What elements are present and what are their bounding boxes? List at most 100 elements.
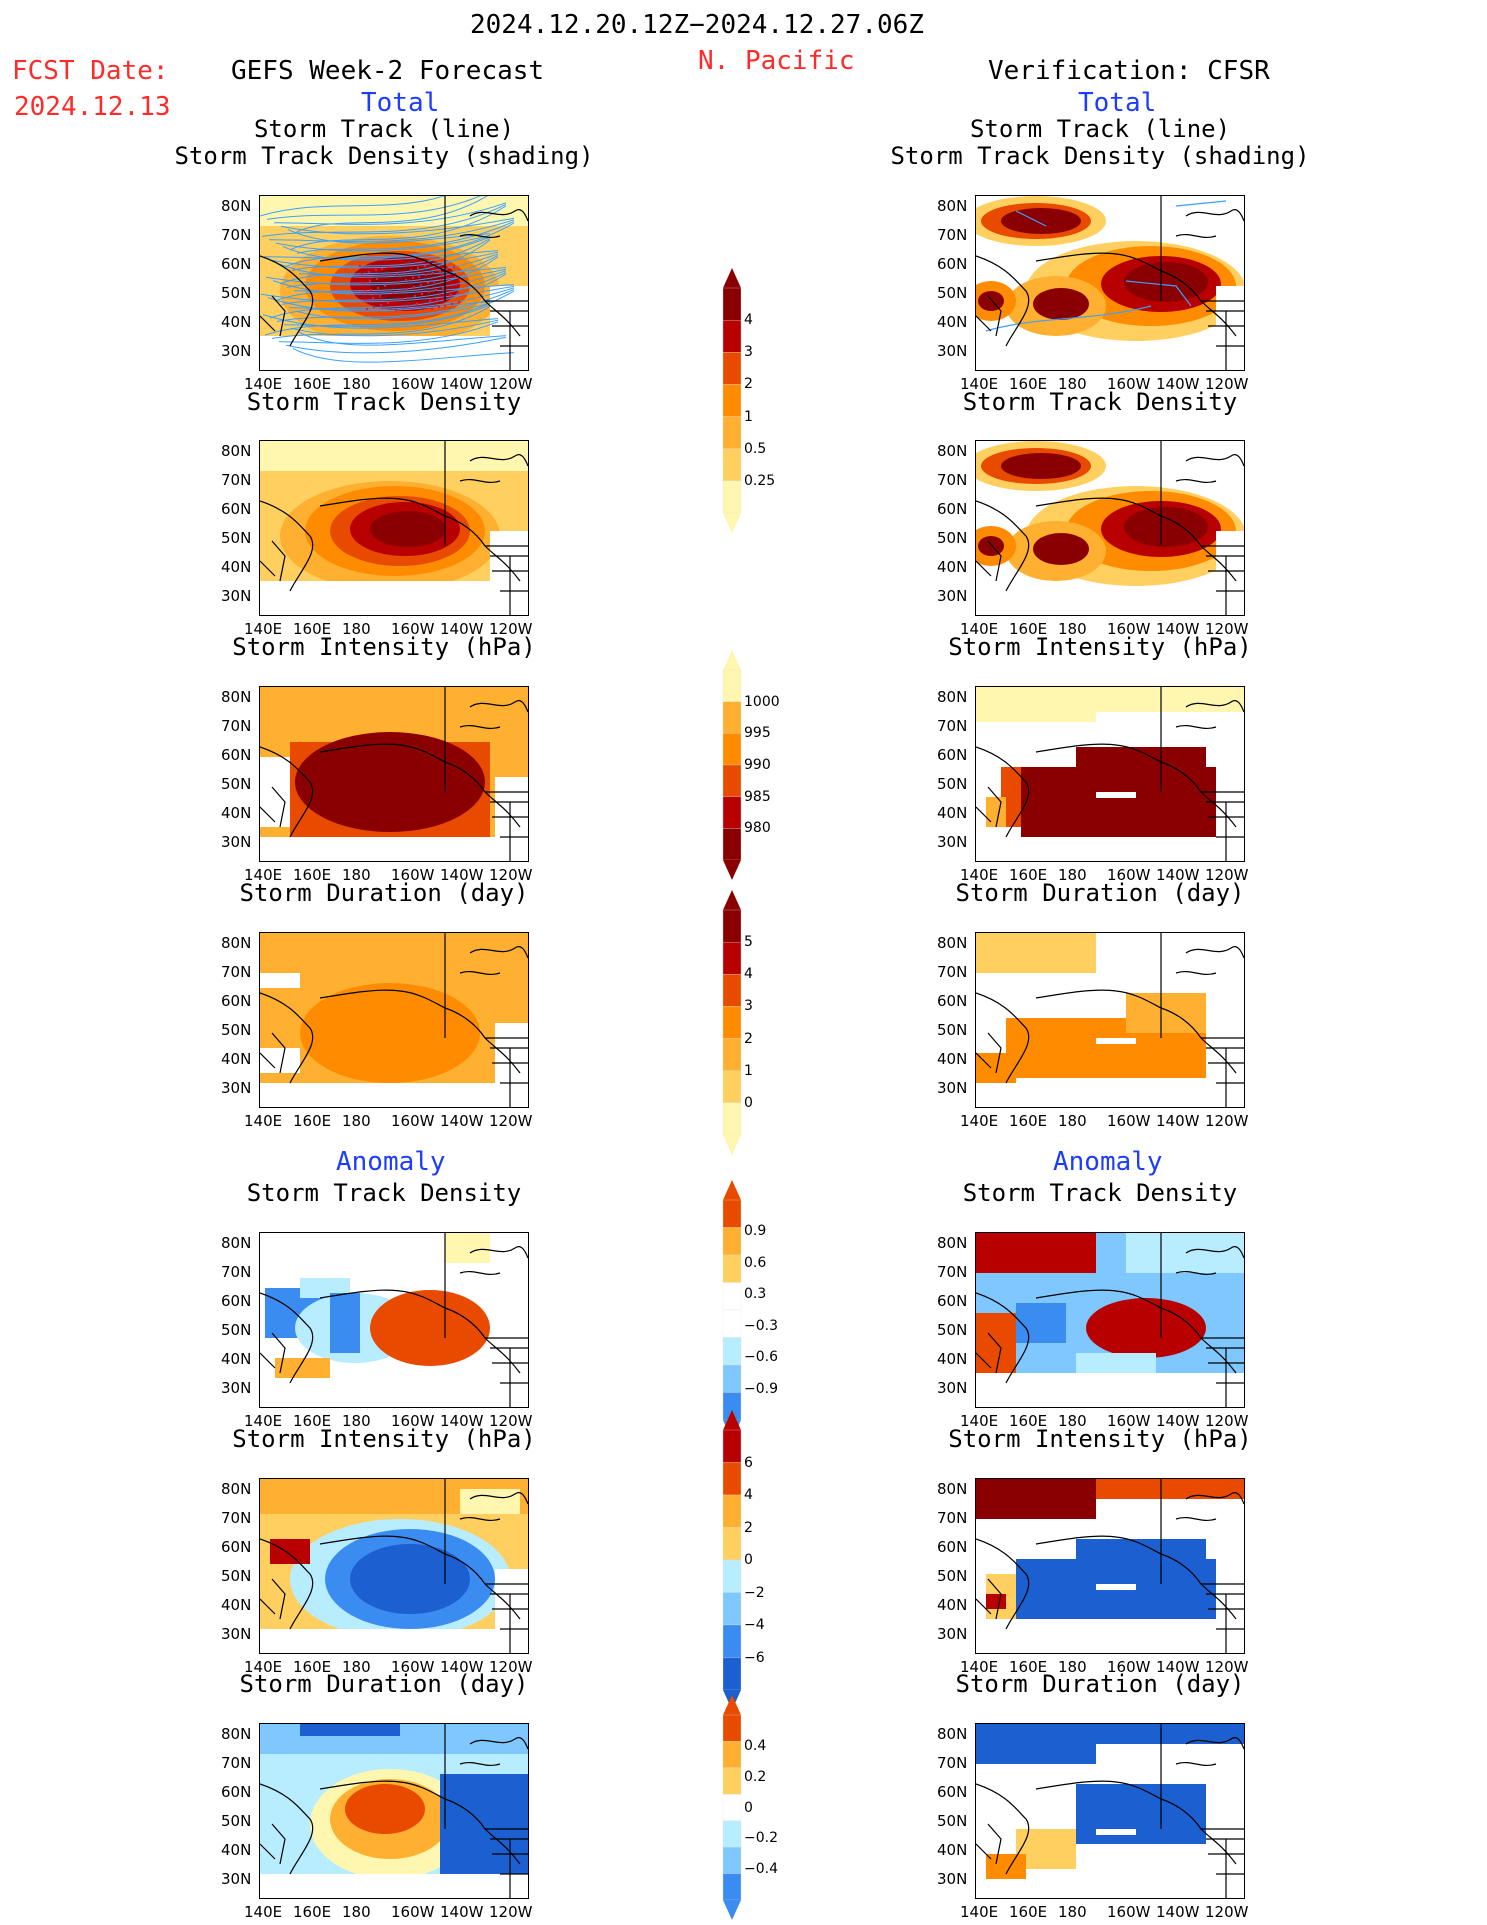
lon-tick-label: 120W (1205, 1112, 1249, 1130)
lon-tick-label: 140W (440, 1658, 484, 1676)
right-anomaly-label: Anomaly (1053, 1147, 1163, 1177)
verification-adens-map (975, 1232, 1245, 1408)
colorbar-label: 3 (744, 998, 753, 1015)
colorbar-label: 4 (744, 966, 753, 983)
lon-tick-label: 160W (391, 1112, 435, 1130)
lat-tick-label: 40N (937, 313, 968, 331)
lat-tick-label: 60N (221, 746, 252, 764)
lon-tick-label: 180 (342, 620, 371, 638)
lon-tick-label: 180 (1058, 1112, 1087, 1130)
map-graphic (976, 933, 1244, 1107)
panel-title: Storm Track (line) (969, 115, 1231, 143)
lat-tick-label: 40N (937, 1350, 968, 1368)
lon-tick-label: 160W (391, 866, 435, 884)
lon-tick-label: 160E (293, 1412, 332, 1430)
lon-tick-label: 140W (440, 1903, 484, 1921)
colorbar-label: 980 (744, 820, 771, 837)
lon-tick-label: 180 (342, 1412, 371, 1430)
lat-tick-label: 50N (221, 1812, 252, 1830)
lon-tick-label: 160W (1107, 375, 1151, 393)
lat-tick-label: 40N (221, 804, 252, 822)
forecast-aint-map (259, 1478, 529, 1654)
map-graphic (260, 1724, 528, 1898)
lon-tick-label: 160W (1107, 1903, 1151, 1921)
lon-tick-label: 160W (1107, 1658, 1151, 1676)
lat-tick-label: 40N (221, 313, 252, 331)
lon-tick-label: 160E (293, 1903, 332, 1921)
lat-tick-label: 60N (221, 1292, 252, 1310)
lat-tick-label: 30N (221, 1625, 252, 1643)
lat-tick-label: 60N (221, 992, 252, 1010)
lat-tick-label: 70N (937, 226, 968, 244)
lat-tick-label: 40N (221, 1050, 252, 1068)
lon-tick-label: 160E (1009, 866, 1048, 884)
forecast-duration-map (259, 932, 529, 1108)
panel-title: Storm Intensity (hPa) (948, 633, 1252, 661)
lat-tick-label: 60N (937, 992, 968, 1010)
lat-tick-label: 30N (937, 342, 968, 360)
map-graphic (260, 1479, 528, 1653)
lat-tick-label: 50N (937, 284, 968, 302)
colorbar-label: −2 (744, 1584, 765, 1601)
colorbar-label: −6 (744, 1649, 765, 1666)
lat-tick-label: 50N (937, 1812, 968, 1830)
colorbar-label: 5 (744, 934, 753, 951)
lat-tick-label: 30N (221, 1379, 252, 1397)
lat-tick-label: 80N (221, 934, 252, 952)
lat-tick-label: 80N (937, 197, 968, 215)
lat-tick-label: 80N (937, 934, 968, 952)
right-column-title: Verification: CFSR (988, 56, 1270, 86)
colorbar-label: 4 (744, 312, 753, 329)
lat-tick-label: 50N (221, 529, 252, 547)
map-graphic (260, 1233, 528, 1407)
lat-tick-label: 30N (221, 587, 252, 605)
colorbar-anom_intensity (722, 1410, 742, 1710)
panel-title: Storm Track Density (246, 1179, 522, 1207)
lat-tick-label: 30N (937, 1079, 968, 1097)
lat-tick-label: 70N (221, 1263, 252, 1281)
colorbar-label: 1 (744, 408, 753, 425)
forecast-density-map (259, 440, 529, 616)
lat-tick-label: 30N (937, 1870, 968, 1888)
colorbar-label: 990 (744, 757, 771, 773)
lon-tick-label: 140W (1156, 620, 1200, 638)
fcst-date-value: 2024.12.13 (14, 92, 171, 122)
lat-tick-label: 70N (937, 1263, 968, 1281)
lon-tick-label: 140E (244, 866, 283, 884)
lat-tick-label: 80N (937, 442, 968, 460)
lon-tick-label: 180 (1058, 1903, 1087, 1921)
lon-tick-label: 140W (1156, 866, 1200, 884)
lat-tick-label: 60N (937, 255, 968, 273)
lon-tick-label: 140E (244, 1112, 283, 1130)
lon-tick-label: 160E (1009, 620, 1048, 638)
lat-tick-label: 60N (937, 500, 968, 518)
left-anomaly-label: Anomaly (336, 1147, 446, 1177)
lat-tick-label: 40N (221, 558, 252, 576)
lat-tick-label: 40N (937, 804, 968, 822)
lon-tick-label: 120W (1205, 1412, 1249, 1430)
colorbar-label: −0.2 (744, 1830, 778, 1847)
forecast-line-map (259, 195, 529, 371)
lon-tick-label: 160W (391, 1658, 435, 1676)
lon-tick-label: 180 (1058, 866, 1087, 884)
colorbar-label: 1000 (744, 693, 780, 710)
map-graphic (260, 441, 528, 615)
lat-tick-label: 80N (221, 197, 252, 215)
lat-tick-label: 60N (937, 1783, 968, 1801)
lon-tick-label: 140E (960, 1903, 999, 1921)
lat-tick-label: 60N (937, 746, 968, 764)
lat-tick-label: 70N (221, 226, 252, 244)
lon-tick-label: 140E (244, 1658, 283, 1676)
colorbar-label: 0.2 (744, 1768, 767, 1785)
colorbar-label: 0 (744, 1799, 753, 1816)
lon-tick-label: 140W (440, 866, 484, 884)
lon-tick-label: 140E (244, 375, 283, 393)
map-graphic (260, 933, 528, 1107)
panel-title: Storm Track Density (246, 388, 522, 416)
colorbar-label: −0.6 (744, 1349, 778, 1366)
colorbar-label: 0.9 (744, 1223, 767, 1240)
colorbar-label: 985 (744, 788, 771, 805)
panel-title: Storm Intensity (hPa) (948, 1425, 1252, 1453)
lat-tick-label: 80N (221, 1234, 252, 1252)
lat-tick-label: 40N (221, 1841, 252, 1859)
